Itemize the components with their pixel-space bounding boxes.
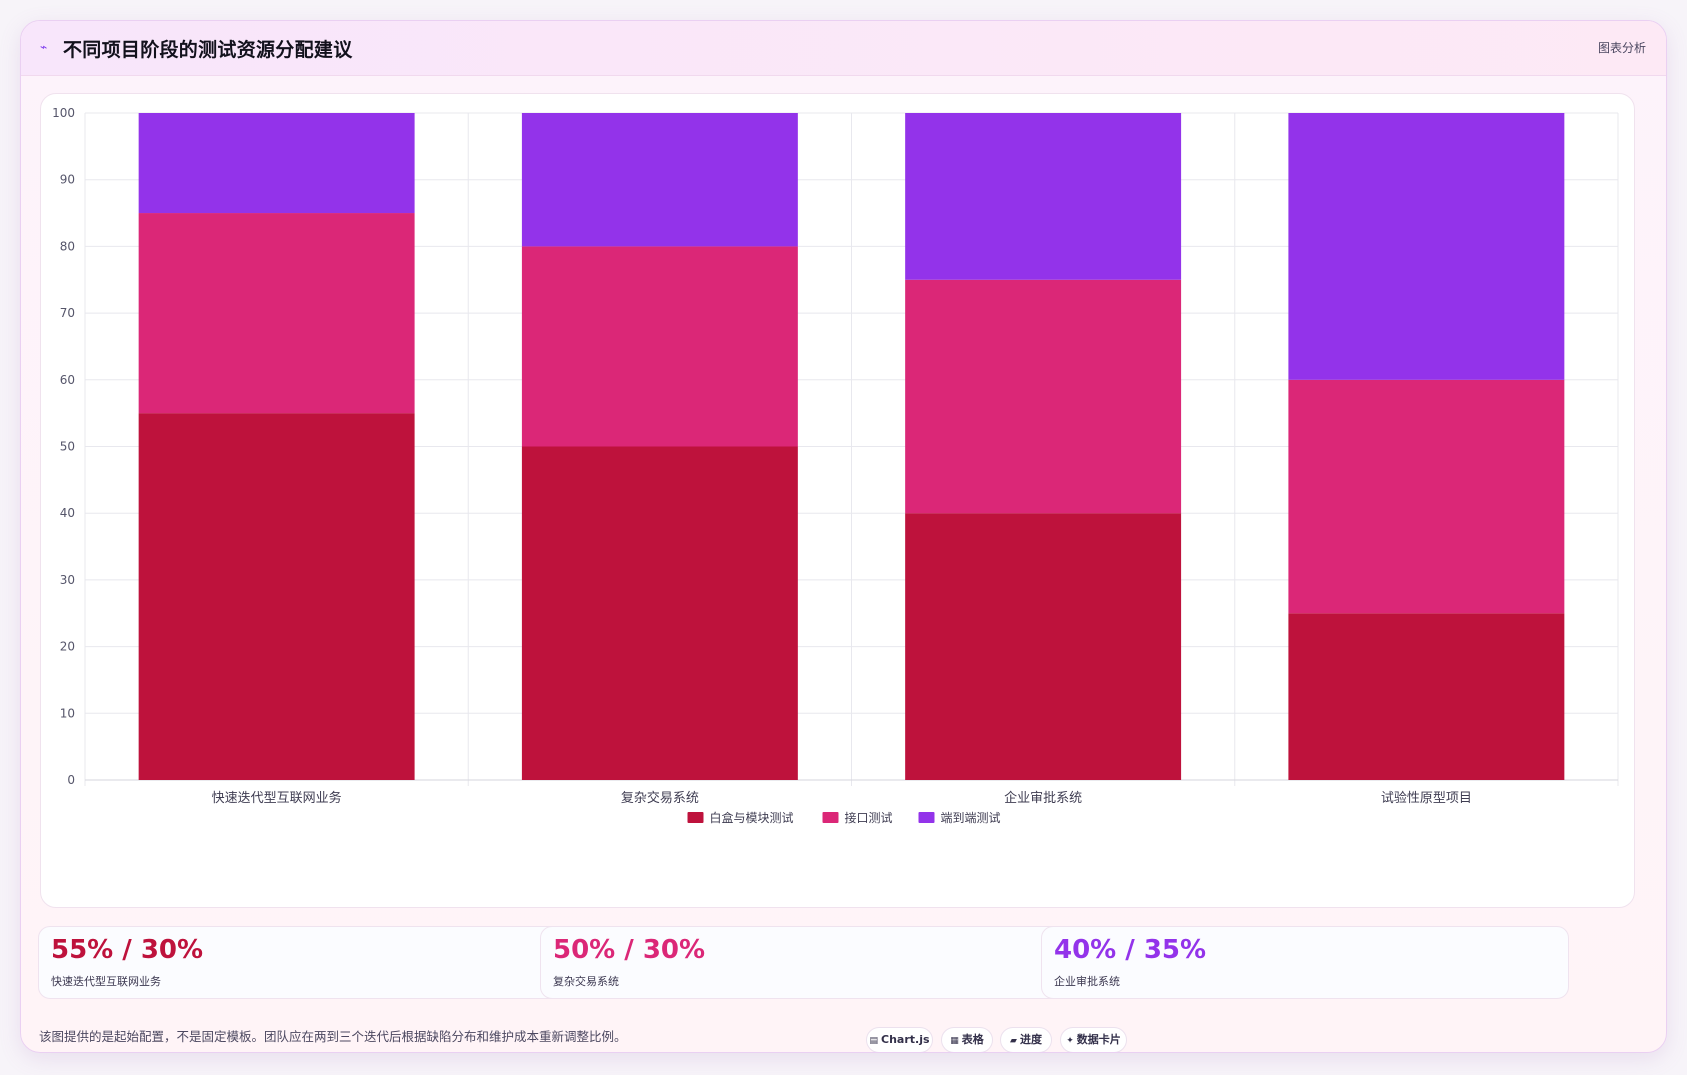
y-tick-label: 0 xyxy=(67,773,75,787)
y-tick-label: 70 xyxy=(60,306,75,320)
pill-label: 表格 xyxy=(961,1033,984,1046)
bar-segment-whitebox xyxy=(1288,613,1565,780)
pill-label: 数据卡片 xyxy=(1076,1033,1121,1046)
table-icon: ▦ xyxy=(950,1036,959,1046)
legend-swatch xyxy=(822,812,839,823)
pill-data-cards[interactable]: ✦ 数据卡片 xyxy=(1060,1027,1127,1052)
progress-icon: ▰ xyxy=(1010,1036,1017,1046)
y-tick-label: 40 xyxy=(60,506,75,520)
bar-segment-e2e xyxy=(521,113,798,247)
stat-value: 50% / 30% xyxy=(553,935,706,965)
bar-segment-whitebox xyxy=(521,446,798,780)
sparkle-icon: ✦ xyxy=(1066,1036,1074,1046)
chart-icon: ▤ xyxy=(869,1036,878,1046)
analysis-tag[interactable]: 图表分析 xyxy=(1597,41,1646,55)
legend-swatch xyxy=(687,812,704,823)
bar-segment-whitebox xyxy=(138,413,415,780)
y-tick-label: 90 xyxy=(60,173,75,187)
footnote: 该图提供的是起始配置，不是固定模板。团队应在两到三个迭代后根据缺陷分布和维护成本… xyxy=(39,1029,627,1044)
stat-label: 复杂交易系统 xyxy=(553,975,619,988)
y-tick-label: 60 xyxy=(60,373,75,387)
x-tick-label: 企业审批系统 xyxy=(1004,790,1082,806)
bar-segment-e2e xyxy=(138,113,415,214)
legend-label: 接口测试 xyxy=(845,810,893,825)
pill-table[interactable]: ▦ 表格 xyxy=(941,1027,993,1052)
stat-value: 55% / 30% xyxy=(51,935,204,965)
bar-segment-whitebox xyxy=(905,513,1182,780)
pill-chartjs[interactable]: ▤ Chart.js xyxy=(866,1027,933,1052)
chart-title: 不同项目阶段的测试资源分配建议 xyxy=(63,39,353,61)
bar-segment-e2e xyxy=(1288,113,1565,380)
stat-card-internet: 55% / 30% 快速迭代型互联网业务 xyxy=(38,926,566,999)
chart-card: ⌁ 不同项目阶段的测试资源分配建议 图表分析 0 10 20 30 40 50 60 70 80… xyxy=(20,20,1667,1053)
y-tick-label: 80 xyxy=(60,239,75,253)
legend-label: 端到端测试 xyxy=(941,810,1001,825)
stacked-bar-chart: 0 10 20 30 40 50 60 70 80 90 100 快速迭代型互联网业务 复杂交易系统 企业… xyxy=(52,106,1619,825)
plot-area: 0 10 20 30 40 50 60 70 80 90 100 快速迭代型互联网业务 复杂交易系统 企业… xyxy=(40,93,1635,908)
bar-segment-e2e xyxy=(905,113,1182,280)
stat-card-approval: 40% / 35% 企业审批系统 xyxy=(1041,926,1569,999)
pill-label: Chart.js xyxy=(881,1033,930,1046)
y-tick-label: 30 xyxy=(60,573,75,587)
bar-segment-api xyxy=(905,279,1182,514)
legend-swatch xyxy=(918,812,935,823)
y-tick-label: 20 xyxy=(60,640,75,654)
stat-label: 企业审批系统 xyxy=(1054,975,1120,988)
y-tick-label: 10 xyxy=(60,706,75,720)
bar-segment-api xyxy=(521,246,798,447)
y-tick-label: 100 xyxy=(52,106,75,120)
y-tick-label: 50 xyxy=(60,440,75,454)
pill-progress[interactable]: ▰ 进度 xyxy=(1000,1027,1052,1052)
x-tick-label: 试验性原型项目 xyxy=(1381,790,1472,806)
stat-card-trading: 50% / 30% 复杂交易系统 xyxy=(540,926,1068,999)
legend-label: 白盒与模块测试 xyxy=(710,810,794,825)
x-tick-label: 复杂交易系统 xyxy=(621,790,699,806)
bar-segment-api xyxy=(138,213,415,414)
x-tick-label: 快速迭代型互联网业务 xyxy=(212,790,342,806)
stat-label: 快速迭代型互联网业务 xyxy=(51,975,161,988)
trend-icon: ⌁ xyxy=(40,40,48,54)
bar-segment-api xyxy=(1288,379,1565,614)
pill-label: 进度 xyxy=(1019,1033,1042,1046)
stat-value: 40% / 35% xyxy=(1054,935,1207,965)
card-header: ⌁ 不同项目阶段的测试资源分配建议 图表分析 xyxy=(21,21,1666,76)
